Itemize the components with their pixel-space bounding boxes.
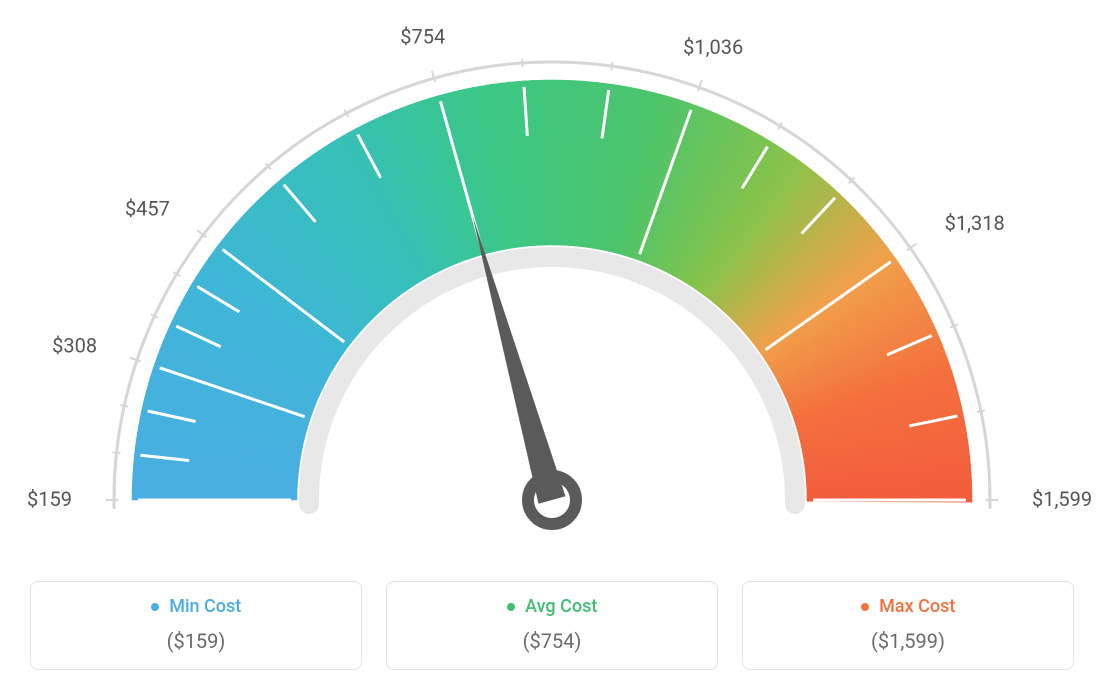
legend-max-label: Max Cost <box>753 596 1063 617</box>
svg-text:$1,036: $1,036 <box>683 35 743 59</box>
svg-text:$308: $308 <box>52 334 97 358</box>
svg-text:$1,599: $1,599 <box>1032 487 1092 511</box>
legend-min-text: Min Cost <box>169 596 241 617</box>
legend-max-box: Max Cost ($1,599) <box>742 581 1074 670</box>
svg-text:$457: $457 <box>125 196 170 220</box>
legend-min-label: Min Cost <box>41 596 351 617</box>
dot-icon <box>507 603 515 611</box>
dot-icon <box>861 603 869 611</box>
svg-text:$754: $754 <box>400 25 445 49</box>
legend-max-value: ($1,599) <box>753 629 1063 653</box>
svg-text:$159: $159 <box>27 487 72 511</box>
gauge-cost-chart: $159 $308 $457 $754 $1,036 $1,318 $1,599 Min C… <box>0 0 1104 690</box>
svg-text:$1,318: $1,318 <box>945 211 1005 235</box>
gauge-svg: $159 $308 $457 $754 $1,036 $1,318 $1,599 <box>0 0 1104 560</box>
legend-avg-label: Avg Cost <box>397 596 707 617</box>
legend-min-value: ($159) <box>41 629 351 653</box>
legend-avg-box: Avg Cost ($754) <box>386 581 718 670</box>
dot-icon <box>151 603 159 611</box>
legend-min-box: Min Cost ($159) <box>30 581 362 670</box>
legend-max-text: Max Cost <box>879 596 955 617</box>
legend-avg-text: Avg Cost <box>525 596 597 617</box>
legend-avg-value: ($754) <box>397 629 707 653</box>
legend-row: Min Cost ($159) Avg Cost ($754) Max Cost… <box>30 581 1074 670</box>
